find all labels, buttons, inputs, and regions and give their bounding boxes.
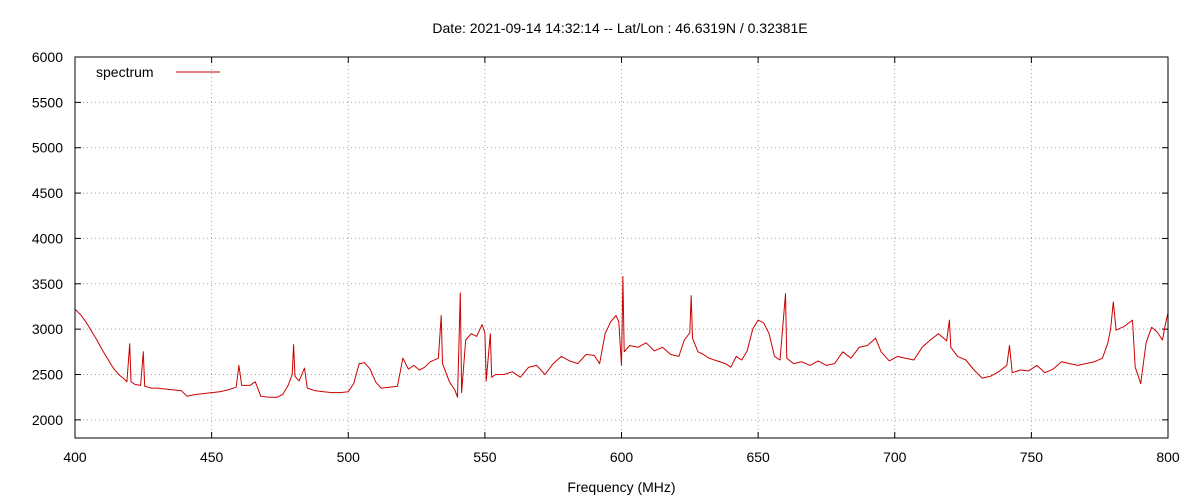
y-tick-label: 5500 [32, 94, 63, 110]
y-tick-label: 6000 [32, 49, 63, 65]
y-tick-label: 5000 [32, 140, 63, 156]
x-axis-label: Frequency (MHz) [567, 479, 675, 495]
legend-label: spectrum [96, 64, 154, 80]
x-tick-label: 750 [1020, 449, 1044, 465]
y-tick-label: 2500 [32, 367, 63, 383]
y-tick-label: 3500 [32, 276, 63, 292]
y-tick-label: 2000 [32, 412, 63, 428]
chart-title: Date: 2021-09-14 14:32:14 -- Lat/Lon : 4… [432, 20, 807, 36]
plot-frame [74, 56, 1169, 439]
x-tick-label: 600 [610, 449, 634, 465]
y-tick-label: 3000 [32, 321, 63, 337]
ticks-layer: 400 450 500 550 600 650 700 750 800 2000 2500 3000 3… [32, 49, 1180, 465]
legend: spectrum [96, 64, 220, 80]
x-tick-label: 450 [200, 449, 224, 465]
y-tick-label: 4500 [32, 185, 63, 201]
y-tick-label: 4000 [32, 230, 63, 246]
x-tick-label: 700 [883, 449, 907, 465]
x-tick-label: 400 [63, 449, 87, 465]
x-tick-label: 650 [746, 449, 770, 465]
x-tick-label: 500 [337, 449, 361, 465]
x-tick-label: 550 [473, 449, 497, 465]
series-line-spectrum [74, 276, 1169, 398]
x-tick-label: 800 [1156, 449, 1180, 465]
grid-layer [75, 57, 1168, 438]
series-layer [74, 276, 1169, 398]
